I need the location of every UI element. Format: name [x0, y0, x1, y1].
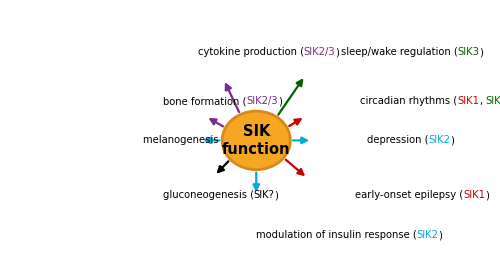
- Text: ): ): [450, 135, 454, 145]
- Text: SIK1: SIK1: [463, 190, 485, 200]
- Text: SIK2: SIK2: [416, 230, 438, 240]
- Text: SIK1: SIK1: [458, 96, 479, 106]
- Ellipse shape: [222, 111, 290, 170]
- Text: ): ): [274, 190, 278, 200]
- Text: melanogenesis (: melanogenesis (: [144, 135, 226, 145]
- Text: SIK2: SIK2: [428, 135, 450, 145]
- Text: ): ): [480, 47, 484, 57]
- Text: ): ): [248, 135, 252, 145]
- Text: bone formation (: bone formation (: [163, 96, 246, 106]
- Text: ,: ,: [480, 96, 486, 106]
- Text: SIK2/3: SIK2/3: [304, 47, 335, 57]
- Text: sleep/wake regulation (: sleep/wake regulation (: [341, 47, 458, 57]
- Text: SIK?: SIK?: [254, 190, 274, 200]
- Text: ): ): [485, 190, 489, 200]
- Text: cytokine production (: cytokine production (: [198, 47, 304, 57]
- Text: depression (: depression (: [366, 135, 428, 145]
- Text: modulation of insulin response (: modulation of insulin response (: [256, 230, 416, 240]
- Text: SIK2/3: SIK2/3: [246, 96, 278, 106]
- Text: circadian rhythms (: circadian rhythms (: [360, 96, 458, 106]
- Text: gluconeogenesis (: gluconeogenesis (: [163, 190, 254, 200]
- Text: early-onset epilepsy (: early-onset epilepsy (: [355, 190, 463, 200]
- Text: SIK3: SIK3: [458, 47, 479, 57]
- Text: ): ): [438, 230, 442, 240]
- Text: SIK
function: SIK function: [222, 124, 290, 157]
- Text: ): ): [335, 47, 339, 57]
- Text: SIK2: SIK2: [226, 135, 248, 145]
- Text: ): ): [278, 96, 281, 106]
- Text: SIK3: SIK3: [486, 96, 500, 106]
